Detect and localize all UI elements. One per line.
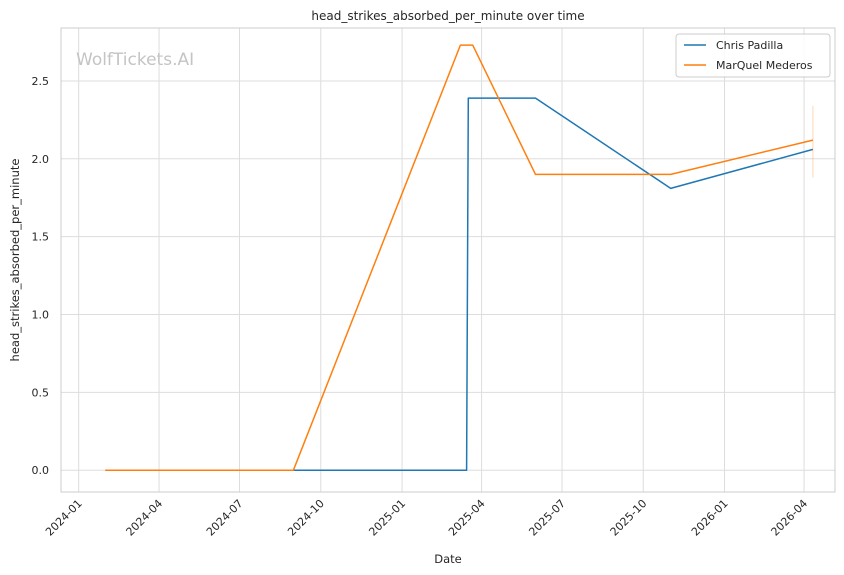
legend-label-marquel-mederos: MarQuel Mederos bbox=[716, 59, 813, 72]
series-line-chris-padilla bbox=[182, 97, 814, 471]
y-axis-label: head_strikes_absorbed_per_minute bbox=[8, 159, 22, 362]
y-tick-label: 1.0 bbox=[32, 308, 50, 321]
chart-title: head_strikes_absorbed_per_minute over ti… bbox=[311, 9, 584, 23]
legend-box bbox=[675, 33, 831, 78]
legend: Chris Padilla MarQuel Mederos bbox=[675, 33, 831, 78]
x-axis-label: Date bbox=[434, 552, 462, 566]
y-axis: 0.0 0.5 1.0 1.5 2.0 2.5 bbox=[32, 75, 50, 477]
series-line-marquel-mederos bbox=[105, 44, 814, 471]
watermark: WolfTickets.AI bbox=[76, 50, 194, 70]
y-tick-label: 0.0 bbox=[32, 464, 50, 477]
y-tick-label: 0.5 bbox=[32, 386, 50, 399]
plot-frame bbox=[60, 27, 836, 493]
legend-label-chris-padilla: Chris Padilla bbox=[716, 39, 783, 52]
y-tick-label: 2.0 bbox=[32, 153, 50, 166]
y-tick-label: 2.5 bbox=[32, 75, 50, 88]
series-group bbox=[105, 44, 814, 471]
y-tick-label: 1.5 bbox=[32, 231, 50, 244]
